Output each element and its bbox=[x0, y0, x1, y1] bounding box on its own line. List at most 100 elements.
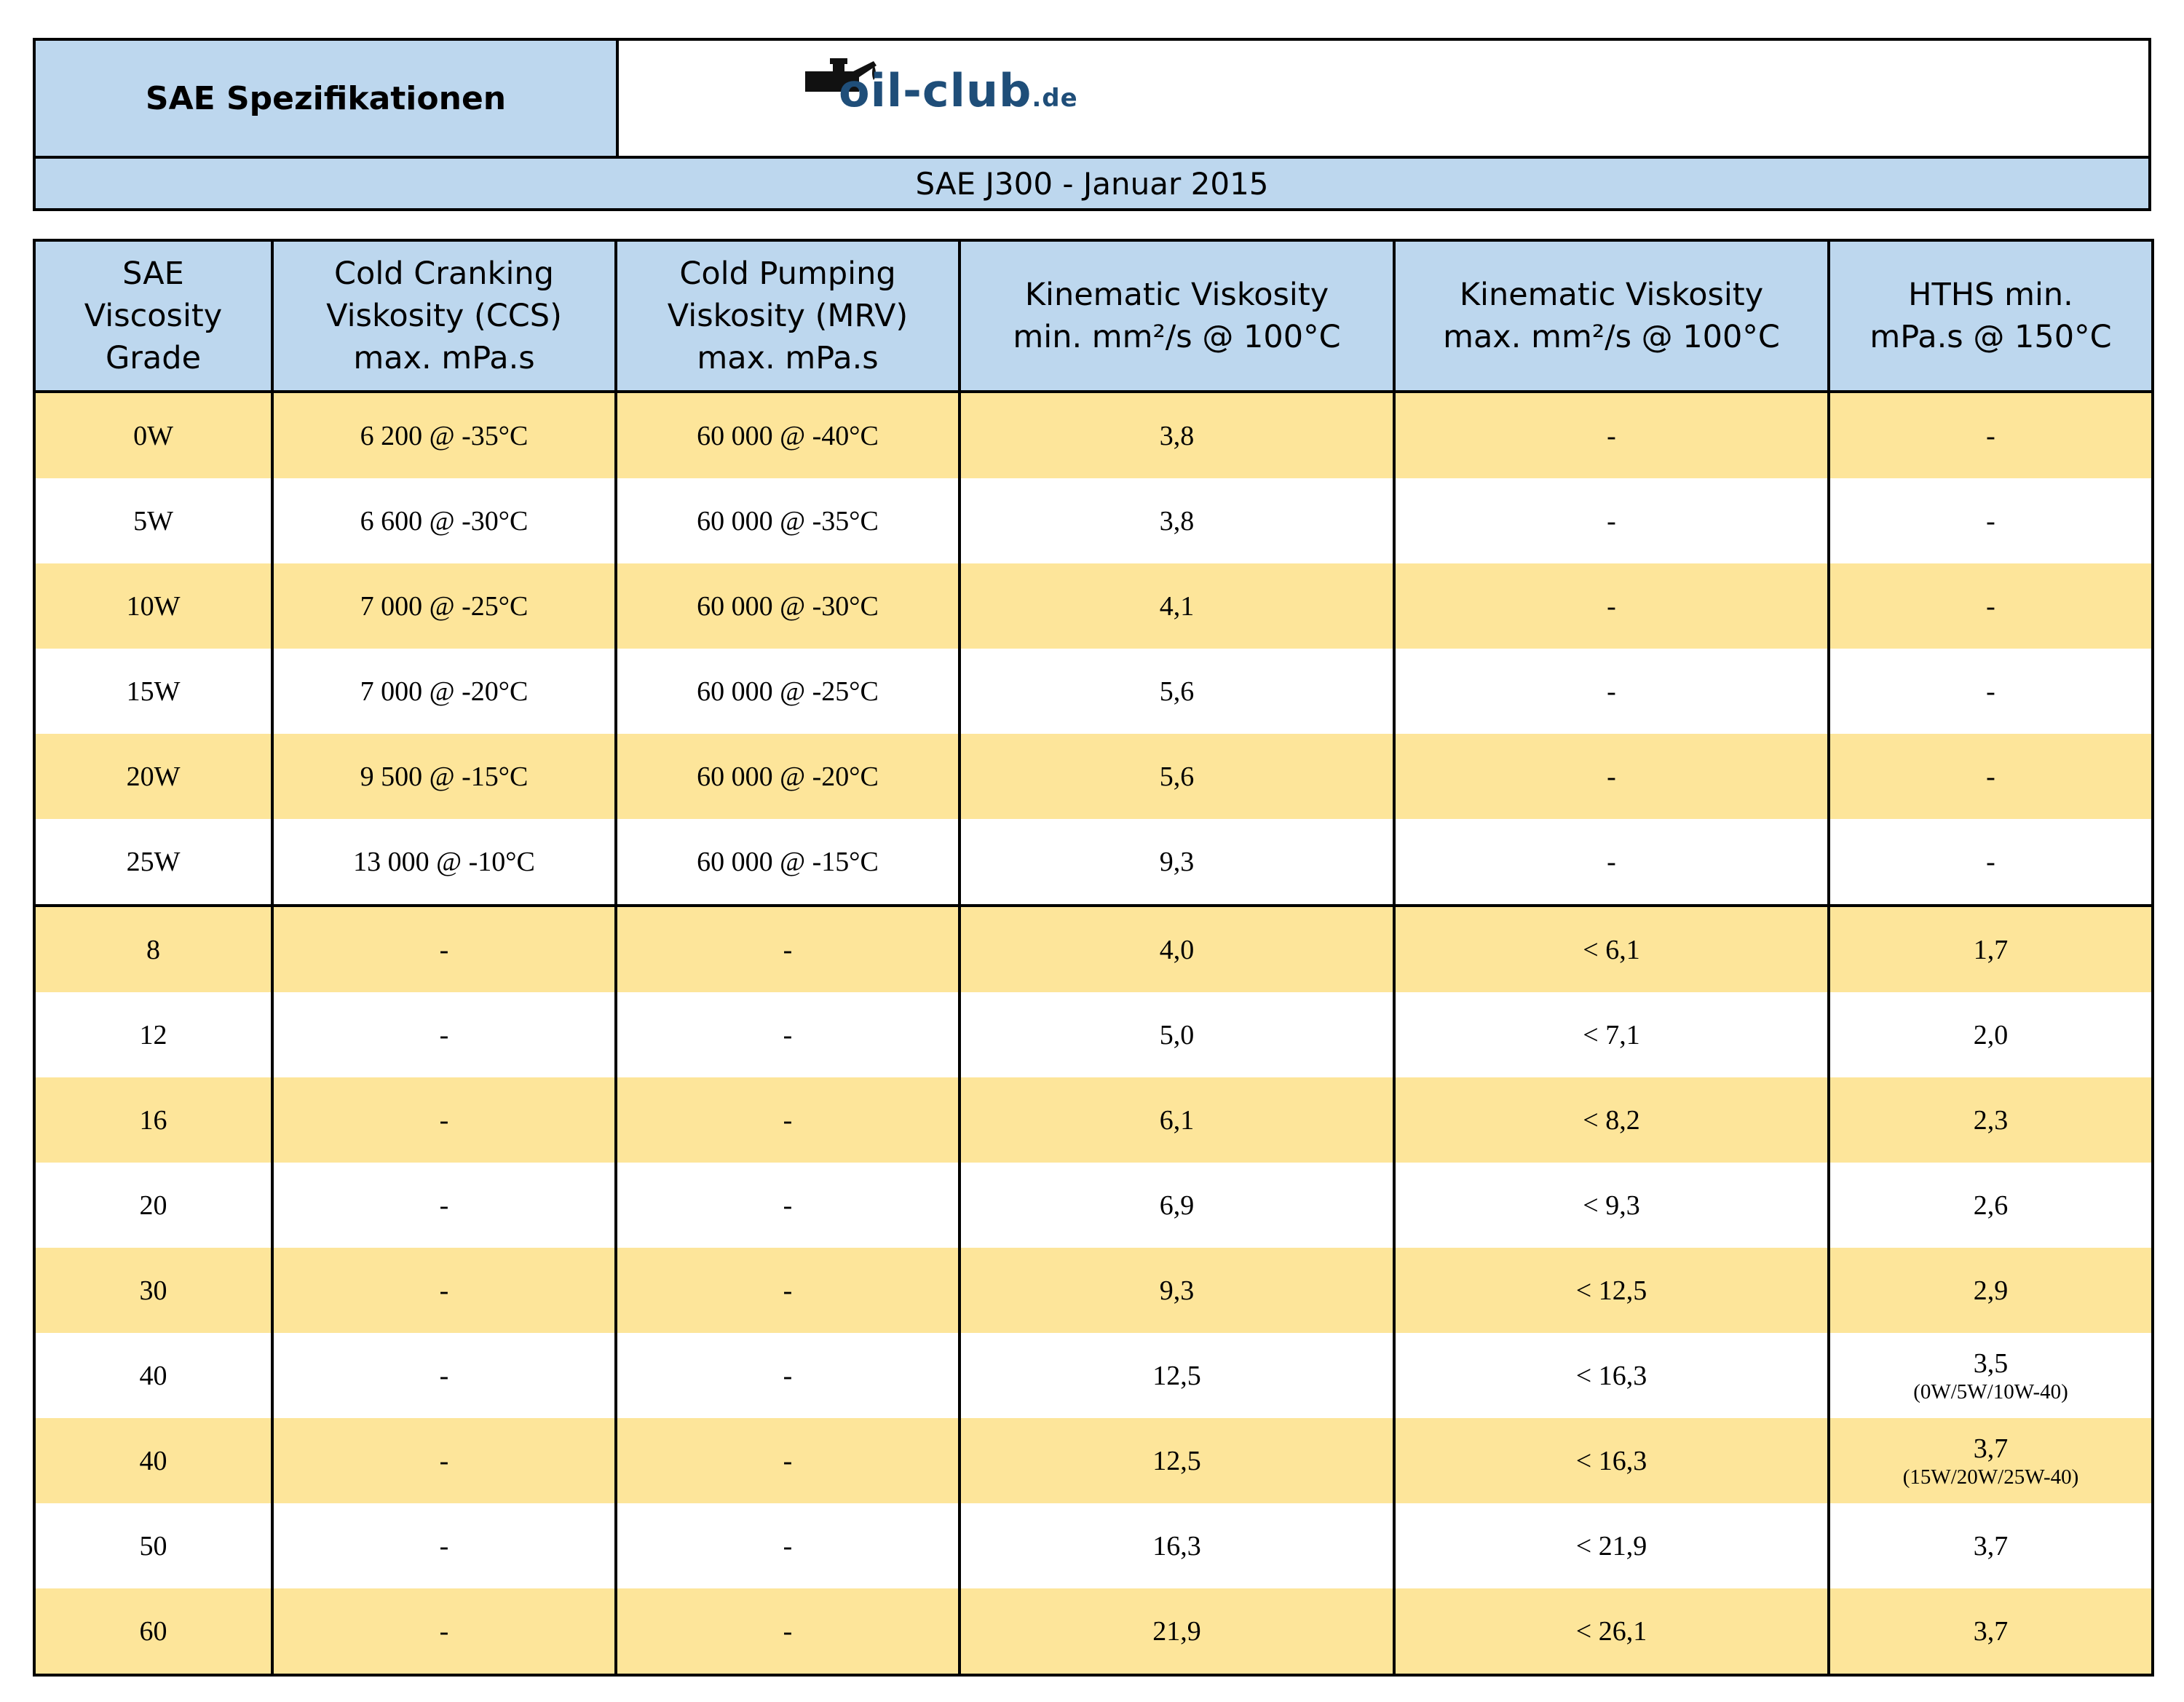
kv-min-cell: 6,1 bbox=[958, 1077, 1396, 1163]
oil-can-icon bbox=[805, 58, 877, 92]
kv-min-cell: 5,0 bbox=[958, 992, 1396, 1077]
cell-value: 7 000 @ -25°C bbox=[360, 590, 529, 622]
cell-value: 25W bbox=[126, 846, 181, 877]
table-header-row: SAE Viscosity Grade Cold Cranking Viskosity … bbox=[33, 239, 2154, 393]
cell-value: < 7,1 bbox=[1583, 1019, 1640, 1050]
header-line: Kinematic Viskosity bbox=[1459, 277, 1764, 313]
cell-value: 2,0 bbox=[1973, 1019, 2009, 1050]
kv-max-cell: < 16,3 bbox=[1393, 1418, 1830, 1503]
cell-value: 60 000 @ -30°C bbox=[697, 590, 879, 622]
ccs-cell: - bbox=[271, 1248, 617, 1333]
cell-value: 3,8 bbox=[1159, 420, 1195, 451]
kv-min-cell: 9,3 bbox=[958, 1248, 1396, 1333]
table-row: 40 - - 12,5 < 16,3 3,7 (15W/20W/25W-40) bbox=[33, 1418, 2154, 1503]
mrv-cell: - bbox=[614, 904, 961, 992]
cell-value: - bbox=[783, 1360, 793, 1391]
table-row: 20 - - 6,9 < 9,3 2,6 bbox=[33, 1163, 2154, 1248]
grade-cell: 40 bbox=[33, 1333, 274, 1418]
kv-min-cell: 5,6 bbox=[958, 649, 1396, 734]
cell-value: 50 bbox=[139, 1530, 167, 1562]
table-row: 16 - - 6,1 < 8,2 2,3 bbox=[33, 1077, 2154, 1163]
cell-value: 16 bbox=[139, 1104, 167, 1136]
grade-cell: 20W bbox=[33, 734, 274, 819]
cell-value: < 12,5 bbox=[1575, 1275, 1647, 1306]
cell-value: - bbox=[783, 1019, 793, 1050]
mrv-cell: 60 000 @ -20°C bbox=[614, 734, 961, 819]
cell-value: - bbox=[783, 1275, 793, 1306]
cell-value: - bbox=[1607, 505, 1616, 537]
mrv-cell: - bbox=[614, 1248, 961, 1333]
grade-cell: 12 bbox=[33, 992, 274, 1077]
mrv-cell: - bbox=[614, 1588, 961, 1677]
ccs-cell: - bbox=[271, 904, 617, 992]
logo-tld: .de bbox=[1032, 84, 1078, 113]
cell-value: 2,3 bbox=[1973, 1104, 2009, 1136]
cell-value: 9,3 bbox=[1159, 846, 1195, 877]
table-row: 20W 9 500 @ -15°C 60 000 @ -20°C 5,6 - - bbox=[33, 734, 2154, 819]
mrv-cell: - bbox=[614, 1418, 961, 1503]
kv-min-cell: 16,3 bbox=[958, 1503, 1396, 1588]
cell-value: 3,7 bbox=[1973, 1530, 2009, 1562]
hths-cell: 2,9 bbox=[1827, 1248, 2154, 1333]
kv-max-cell: - bbox=[1393, 478, 1830, 563]
cell-value: 6,9 bbox=[1159, 1190, 1195, 1221]
table-row: 40 - - 12,5 < 16,3 3,5 (0W/5W/10W-40) bbox=[33, 1333, 2154, 1418]
cell-value: - bbox=[1986, 505, 1995, 537]
mrv-cell: 60 000 @ -40°C bbox=[614, 392, 961, 478]
cell-value: 3,7 bbox=[1973, 1615, 2009, 1647]
table-row: 15W 7 000 @ -20°C 60 000 @ -25°C 5,6 - - bbox=[33, 649, 2154, 734]
header-line: max. mPa.s bbox=[353, 340, 535, 376]
ccs-cell: - bbox=[271, 1333, 617, 1418]
table-body: 0W 6 200 @ -35°C 60 000 @ -40°C 3,8 - - 5W 6 60… bbox=[33, 392, 2154, 1677]
cell-value: 3,5 bbox=[1973, 1347, 2009, 1379]
cell-value: - bbox=[1986, 846, 1995, 877]
hths-cell: - bbox=[1827, 478, 2154, 563]
header-line: mPa.s @ 150°C bbox=[1870, 319, 2112, 355]
cell-value: < 9,3 bbox=[1583, 1190, 1640, 1221]
cell-value: - bbox=[439, 1190, 449, 1221]
grade-cell: 0W bbox=[33, 392, 274, 478]
cell-value: 60 000 @ -40°C bbox=[697, 420, 879, 451]
cell-value: - bbox=[783, 1445, 793, 1476]
grade-cell: 8 bbox=[33, 904, 274, 992]
logo-text: oil-club.de bbox=[839, 64, 1078, 117]
kv-min-cell: 4,0 bbox=[958, 904, 1396, 992]
kv-max-cell: - bbox=[1393, 734, 1830, 819]
cell-value: - bbox=[439, 1445, 449, 1476]
cell-value: - bbox=[783, 1190, 793, 1221]
kv-max-cell: < 16,3 bbox=[1393, 1333, 1830, 1418]
hths-cell: - bbox=[1827, 392, 2154, 478]
cell-value: 16,3 bbox=[1152, 1530, 1201, 1562]
kv-max-cell: - bbox=[1393, 563, 1830, 649]
kv-max-header: Kinematic Viskosity max. mm²/s @ 100°C bbox=[1393, 239, 1830, 393]
kv-max-cell: < 8,2 bbox=[1393, 1077, 1830, 1163]
kv-max-cell: < 6,1 bbox=[1393, 904, 1830, 992]
header-line: Viskosity (MRV) bbox=[667, 298, 909, 334]
cell-value: 12,5 bbox=[1152, 1445, 1201, 1476]
table-row: 0W 6 200 @ -35°C 60 000 @ -40°C 3,8 - - bbox=[33, 392, 2154, 478]
hths-cell: - bbox=[1827, 734, 2154, 819]
cell-value: - bbox=[439, 1275, 449, 1306]
hths-cell: 2,3 bbox=[1827, 1077, 2154, 1163]
table-row: 5W 6 600 @ -30°C 60 000 @ -35°C 3,8 - - bbox=[33, 478, 2154, 563]
cell-value: 2,6 bbox=[1973, 1190, 2009, 1221]
cell-value: 4,0 bbox=[1159, 934, 1195, 965]
ccs-cell: - bbox=[271, 1503, 617, 1588]
cell-value: 9,3 bbox=[1159, 1275, 1195, 1306]
kv-min-cell: 9,3 bbox=[958, 819, 1396, 906]
document-title: SAE Spezifikationen bbox=[36, 41, 619, 156]
grade-cell: 16 bbox=[33, 1077, 274, 1163]
grade-cell: 5W bbox=[33, 478, 274, 563]
cell-value: 1,7 bbox=[1973, 934, 2009, 965]
grade-cell: 30 bbox=[33, 1248, 274, 1333]
cell-value: < 26,1 bbox=[1575, 1615, 1647, 1647]
cell-value: 60 000 @ -25°C bbox=[697, 676, 879, 707]
cell-value: 5W bbox=[133, 505, 173, 537]
header-line: max. mPa.s bbox=[697, 340, 879, 376]
cell-value: - bbox=[1986, 676, 1995, 707]
cell-value: - bbox=[439, 1360, 449, 1391]
cell-value: 13 000 @ -10°C bbox=[353, 846, 535, 877]
kv-max-cell: < 21,9 bbox=[1393, 1503, 1830, 1588]
hths-cell: 3,7 (15W/20W/25W-40) bbox=[1827, 1418, 2154, 1503]
cell-value: < 21,9 bbox=[1575, 1530, 1647, 1562]
